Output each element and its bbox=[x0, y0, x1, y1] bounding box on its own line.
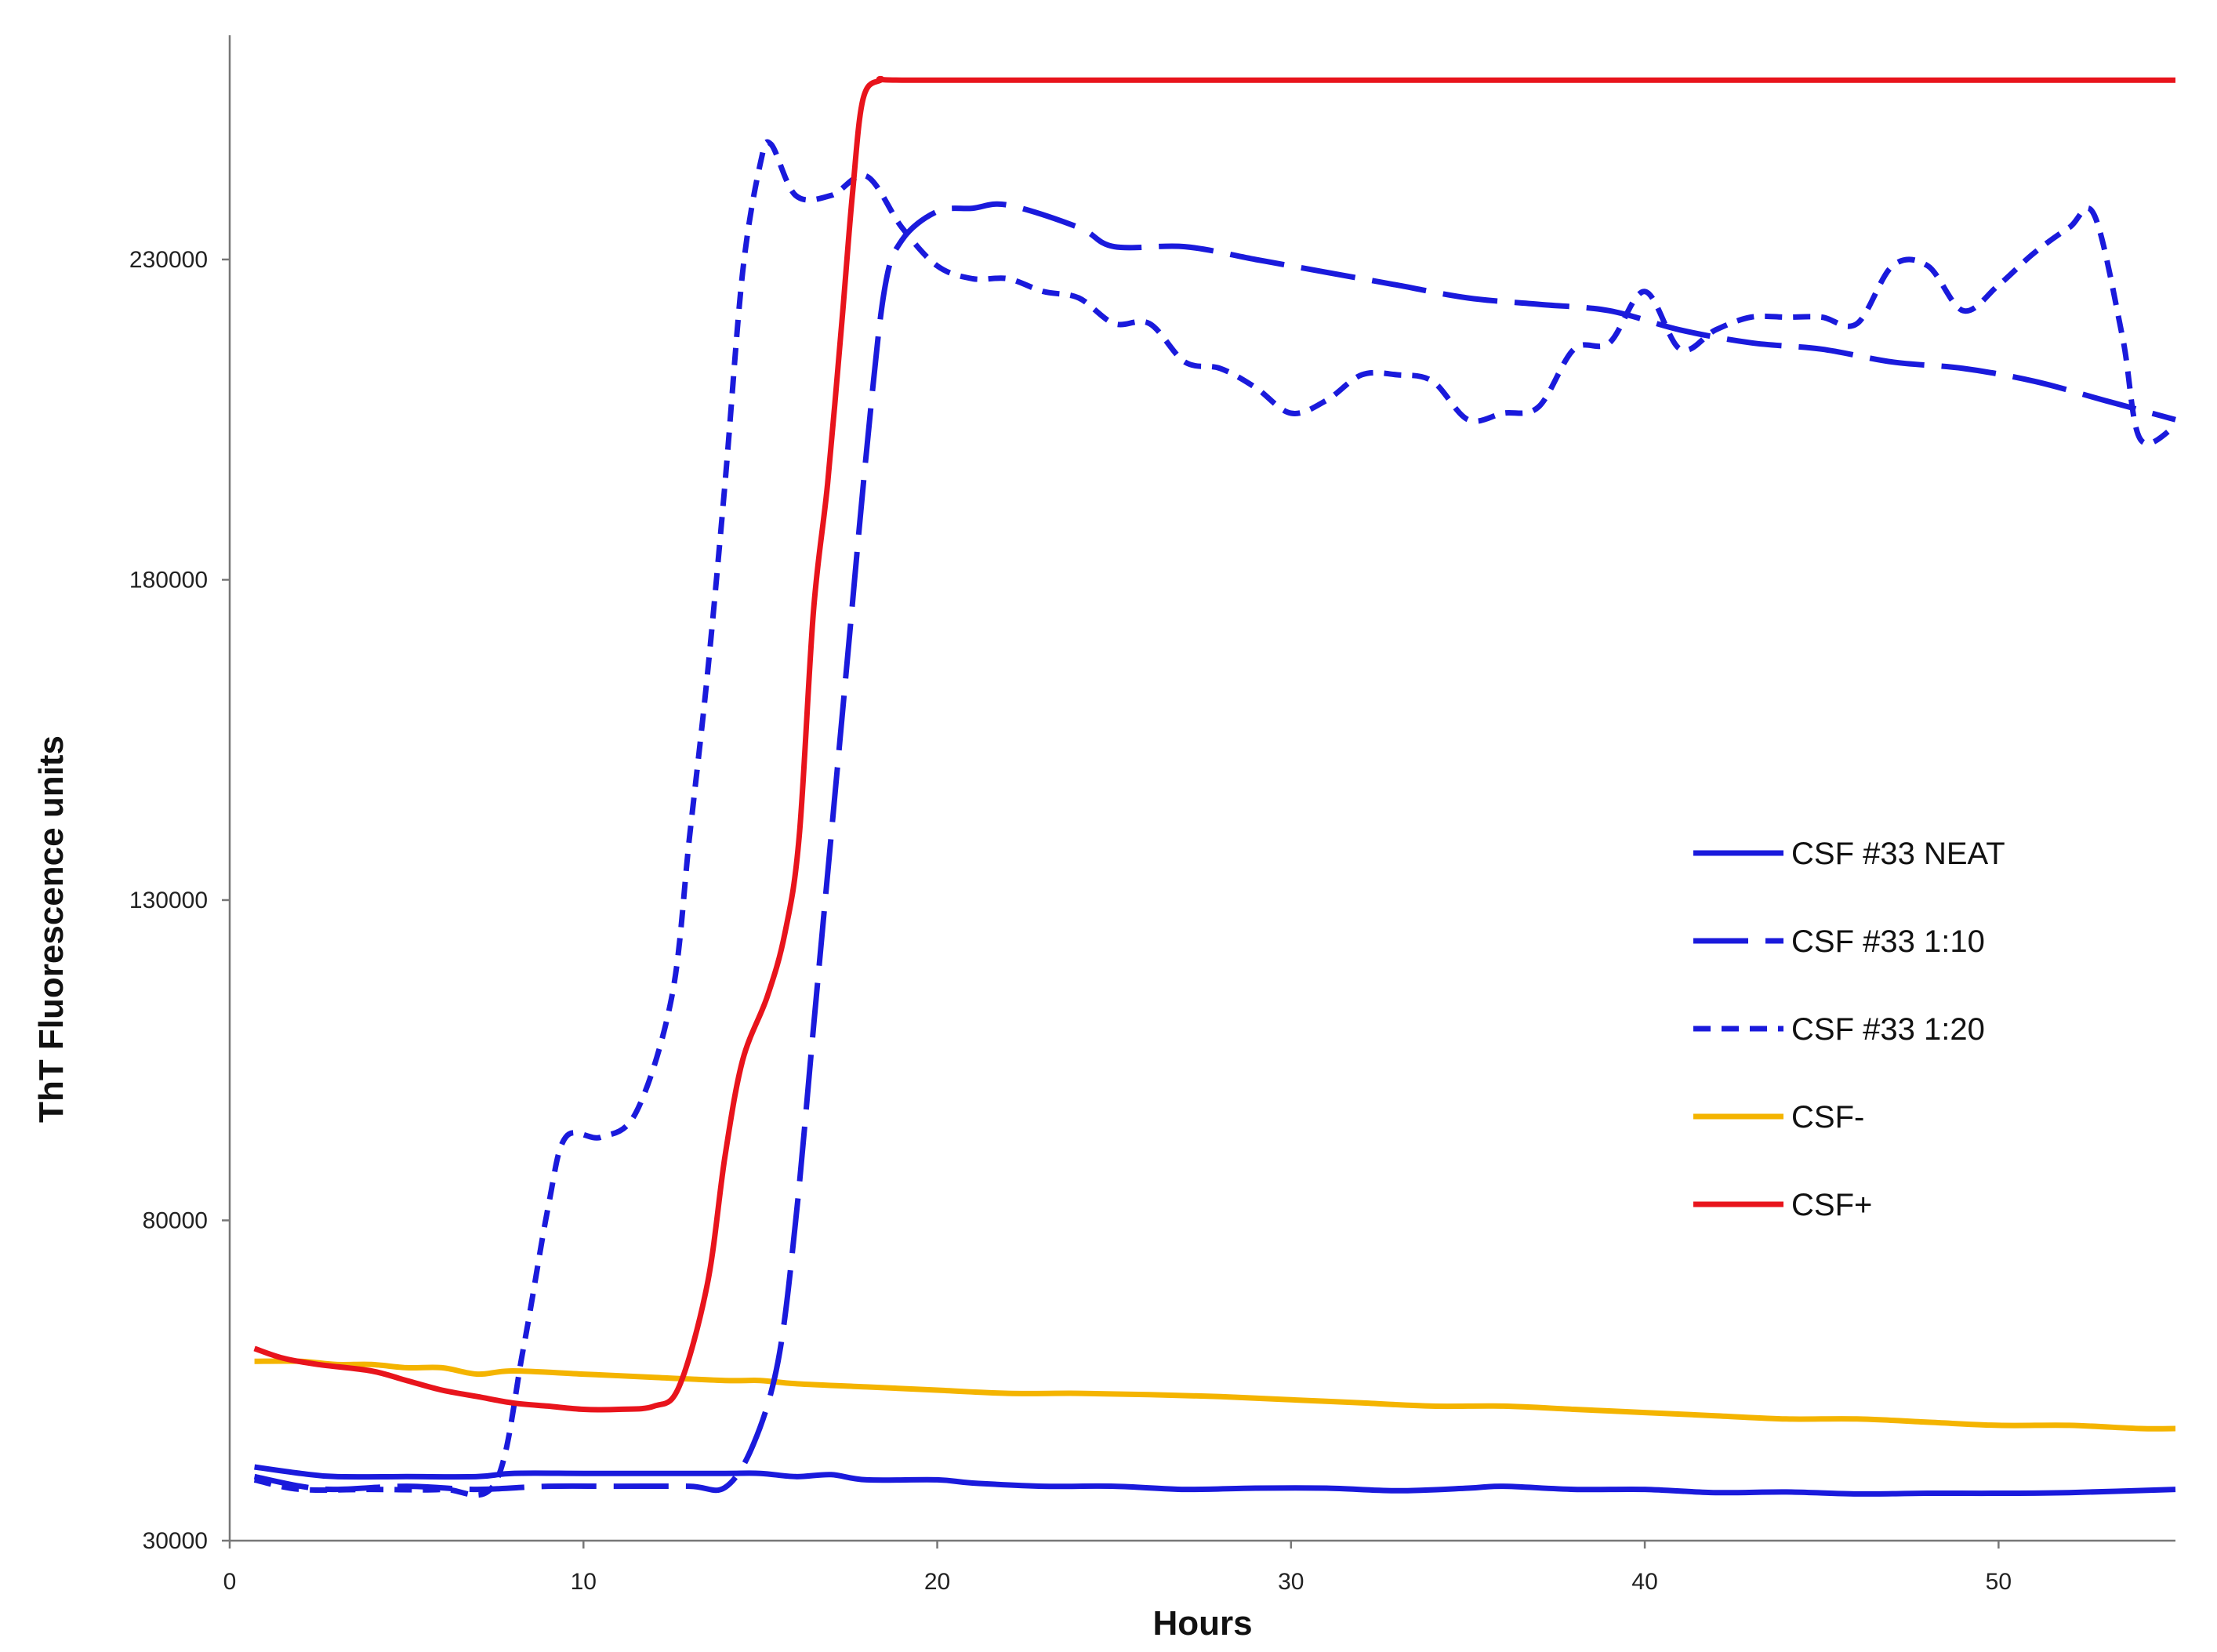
y-tick-label: 180000 bbox=[129, 567, 208, 593]
axes bbox=[228, 35, 2175, 1542]
legend-label: CSF- bbox=[1791, 1100, 1864, 1135]
series-layer bbox=[253, 75, 2177, 1498]
y-tick-label: 130000 bbox=[129, 888, 208, 913]
legend: CSF #33 NEAT CSF #33 1:10 CSF #33 1:20 CSF-… bbox=[1693, 837, 2005, 1222]
x-tick-label: 0 bbox=[223, 1569, 237, 1595]
series-line-csf-33-1-20 bbox=[253, 139, 2177, 1498]
x-tick-label: 10 bbox=[571, 1569, 597, 1595]
x-tick-label: 50 bbox=[1986, 1569, 2012, 1595]
x-axis-title: Hours bbox=[1152, 1604, 1252, 1643]
legend-label: CSF #33 NEAT bbox=[1791, 837, 2005, 871]
legend-label: CSF #33 1:20 bbox=[1791, 1012, 1985, 1047]
legend-label: CSF+ bbox=[1791, 1188, 1872, 1222]
series-line-csf bbox=[254, 1358, 2176, 1432]
y-axis-title: ThT Fluorescence units bbox=[32, 735, 71, 1123]
legend-label: CSF #33 1:10 bbox=[1791, 924, 1985, 959]
series-line-csf-33-1-10 bbox=[253, 201, 2176, 1494]
y-tick-label: 80000 bbox=[143, 1207, 208, 1233]
y-tick-label: 30000 bbox=[143, 1528, 208, 1554]
y-tick-label: 230000 bbox=[129, 247, 208, 273]
y-ticks: 30000 80000 130000 180000 230000 bbox=[129, 247, 230, 1554]
x-ticks: 0 10 20 30 40 50 bbox=[223, 1541, 2012, 1595]
x-tick-label: 20 bbox=[924, 1569, 950, 1595]
series-line-csf bbox=[253, 75, 2175, 1413]
x-tick-label: 40 bbox=[1631, 1569, 1657, 1595]
series-line-csf-33-neat bbox=[254, 1464, 2176, 1497]
x-tick-label: 30 bbox=[1278, 1569, 1304, 1595]
